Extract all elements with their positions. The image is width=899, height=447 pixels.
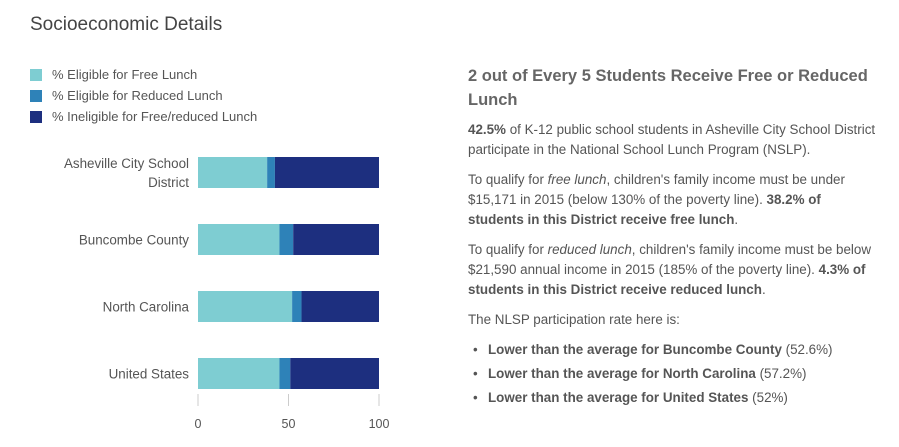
info-paragraph-participation: 42.5% of K-12 public school students in … <box>468 120 878 160</box>
paragraph-text: To qualify for <box>468 172 548 187</box>
legend-label: % Eligible for Free Lunch <box>52 67 198 82</box>
legend-swatch-reduced-lunch <box>30 89 42 102</box>
comparison-bold: Lower than the average for North Carolin… <box>488 366 756 381</box>
comparison-value: (52%) <box>748 390 788 405</box>
paragraph-text: , children's family income must be below… <box>468 242 871 277</box>
comparison-value: (52.6%) <box>781 342 833 357</box>
info-paragraph-comparison-intro: The NLSP participation rate here is: <box>468 312 680 327</box>
legend-item-ineligible[interactable]: % Ineligible for Free/reduced Lunch <box>30 106 257 127</box>
bullet-icon: • <box>473 390 478 405</box>
comparison-bold: Lower than the average for United States <box>488 390 749 405</box>
emphasis-free-lunch: free lunch <box>547 172 607 187</box>
bar-segment[interactable] <box>198 291 293 322</box>
category-label: Asheville City School District <box>64 156 189 190</box>
legend-item-free-lunch[interactable]: % Eligible for Free Lunch <box>30 64 257 85</box>
category-label: North Carolina <box>103 300 190 315</box>
paragraph-text: . <box>734 212 739 227</box>
bullet-icon: • <box>473 366 478 381</box>
legend-label: % Eligible for Reduced Lunch <box>52 88 223 103</box>
paragraph-text: To qualify for <box>468 242 548 257</box>
section-title: Socioeconomic Details <box>30 14 223 35</box>
x-tick-label: 100 <box>369 417 390 431</box>
reduced-lunch-stat: 4.3% of students in this District receiv… <box>468 262 866 297</box>
legend-item-reduced-lunch[interactable]: % Eligible for Reduced Lunch <box>30 85 257 106</box>
bullet-icon: • <box>473 342 478 357</box>
info-panel: 2 out of Every 5 Students Receive Free o… <box>468 64 878 412</box>
bar-segment[interactable] <box>198 224 280 255</box>
bar-segment[interactable] <box>290 358 379 389</box>
paragraph-text: , children's family income must be under… <box>468 172 845 207</box>
chart-legend: % Eligible for Free Lunch % Eligible for… <box>30 64 257 127</box>
legend-swatch-free-lunch <box>30 68 42 81</box>
free-lunch-stat: 38.2% of students in this District recei… <box>468 192 821 227</box>
paragraph-text: . <box>761 282 766 297</box>
paragraph-text: of K-12 public school students in Ashevi… <box>468 122 876 157</box>
comparison-bold: Lower than the average for Buncombe Coun… <box>488 342 782 357</box>
emphasis-reduced-lunch: reduced lunch <box>547 242 632 257</box>
x-tick-label: 0 <box>195 417 202 431</box>
comparison-value: (57.2%) <box>755 366 807 381</box>
bar-segment[interactable] <box>274 157 379 188</box>
bar-segment[interactable] <box>198 358 280 389</box>
participation-rate: 42.5% <box>468 122 506 137</box>
list-item: • Lower than the average for Buncombe Cou… <box>468 340 878 360</box>
stacked-bar-chart: Asheville City School District Buncombe Co… <box>64 156 390 431</box>
bar-segment[interactable] <box>198 157 268 188</box>
legend-swatch-ineligible <box>30 110 42 123</box>
comparison-list: • Lower than the average for Buncombe Cou… <box>468 340 878 408</box>
list-item: • Lower than the average for North Caroli… <box>468 364 878 384</box>
list-item: • Lower than the average for United State… <box>468 388 878 408</box>
legend-label: % Ineligible for Free/reduced Lunch <box>52 109 258 124</box>
category-label: Buncombe County <box>79 233 189 248</box>
x-tick-label: 50 <box>282 417 296 431</box>
info-paragraph-free-lunch: To qualify for free lunch, children's fa… <box>468 170 878 230</box>
bar-segment[interactable] <box>293 224 379 255</box>
bar-segment[interactable] <box>279 358 291 389</box>
info-paragraph-reduced-lunch: To qualify for reduced lunch, children's… <box>468 240 878 300</box>
bar-segment[interactable] <box>301 291 379 322</box>
bar-segment[interactable] <box>267 157 275 188</box>
info-heading: 2 out of Every 5 Students Receive Free o… <box>468 67 868 109</box>
bar-segment[interactable] <box>279 224 294 255</box>
bar-segment[interactable] <box>292 291 302 322</box>
category-label: United States <box>109 367 190 382</box>
